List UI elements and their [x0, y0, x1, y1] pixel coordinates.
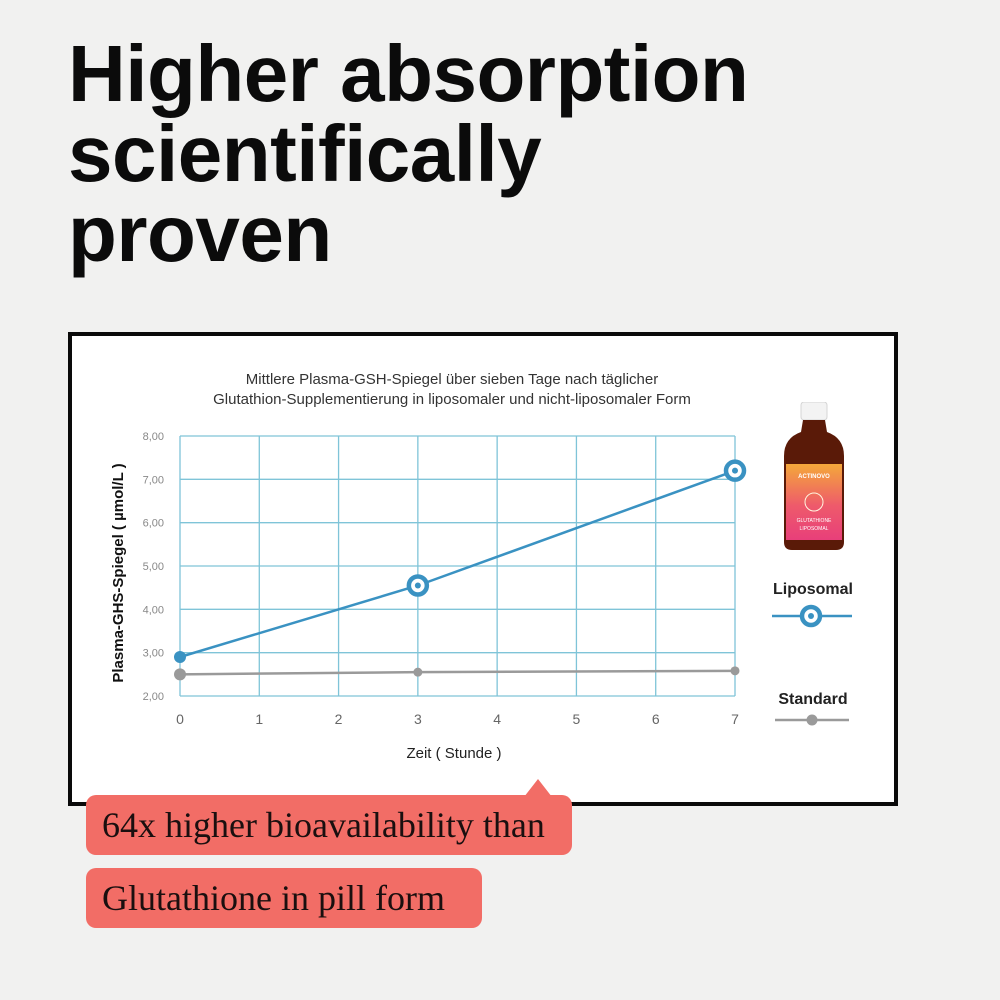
- y-tick-label: 6,00: [143, 518, 164, 530]
- y-tick-label: 7,00: [143, 474, 164, 486]
- x-tick-label: 5: [573, 711, 581, 727]
- x-tick-label: 4: [493, 711, 501, 727]
- callout-tail: [524, 779, 552, 797]
- legend-standard-label: Standard: [778, 691, 847, 708]
- chart-title-line-2: Glutathion-Supplementierung in liposomal…: [213, 391, 691, 408]
- y-tick-label: 5,00: [143, 561, 164, 573]
- series-line-standard: [179, 669, 736, 676]
- headline-line-2: scientifically: [68, 109, 542, 198]
- y-tick-label: 4,00: [143, 604, 164, 616]
- x-tick-label: 0: [176, 711, 184, 727]
- data-point-liposomal-center: [414, 582, 421, 589]
- chart-grid: [179, 435, 736, 697]
- y-tick-label: 3,00: [143, 648, 164, 660]
- x-axis-label: Zeit ( Stunde ): [406, 745, 501, 762]
- x-tick-label: 7: [731, 711, 739, 727]
- bottle-product-form: LIPOSOMAL: [800, 526, 829, 532]
- y-tick-label: 8,00: [143, 431, 164, 443]
- data-point-liposomal: [174, 651, 186, 663]
- chart-card: Mittlere Plasma-GSH-Spiegel über sieben …: [68, 332, 898, 806]
- bottle-product-name: GLUTATHIONE: [797, 518, 832, 524]
- chart-title-line-1: Mittlere Plasma-GSH-Spiegel über sieben …: [246, 371, 658, 388]
- chart-svg: Mittlere Plasma-GSH-Spiegel über sieben …: [110, 371, 853, 762]
- legend-standard-marker: [775, 714, 849, 726]
- x-tick-label: 2: [335, 711, 343, 727]
- chart-series: [174, 459, 747, 681]
- y-tick-label: 2,00: [143, 691, 164, 703]
- product-bottle-image: ACTINOVO GLUTATHIONE LIPOSOMAL: [784, 402, 844, 550]
- data-point-liposomal-center: [732, 467, 738, 474]
- legend-liposomal-marker: [772, 604, 852, 628]
- headline-line-1: Higher absorption: [68, 29, 749, 118]
- bottle-brand: ACTINOVO: [798, 474, 830, 480]
- headline-line-3: proven: [68, 189, 332, 278]
- headline: Higher absorption scientifically proven: [68, 34, 928, 274]
- data-point-standard: [730, 666, 740, 676]
- data-point-standard: [413, 667, 423, 677]
- series-line-liposomal: [179, 469, 736, 659]
- chart-ticks: 0 1 2 3 4 5 6 7 2,00 3,00 4,00 5,00 6,00 7,00 8,00: [143, 431, 740, 727]
- y-axis-label: Plasma-GHS-Spiegel ( µmol/L ): [110, 463, 127, 682]
- x-tick-label: 3: [414, 711, 422, 727]
- legend-liposomal-label: Liposomal: [773, 581, 853, 598]
- callout-pill-form: Glutathione in pill form: [86, 868, 482, 928]
- x-tick-label: 1: [255, 711, 263, 727]
- x-tick-label: 6: [652, 711, 660, 727]
- callout-bioavailability: 64x higher bioavailability than: [86, 795, 572, 855]
- data-point-standard: [174, 668, 186, 681]
